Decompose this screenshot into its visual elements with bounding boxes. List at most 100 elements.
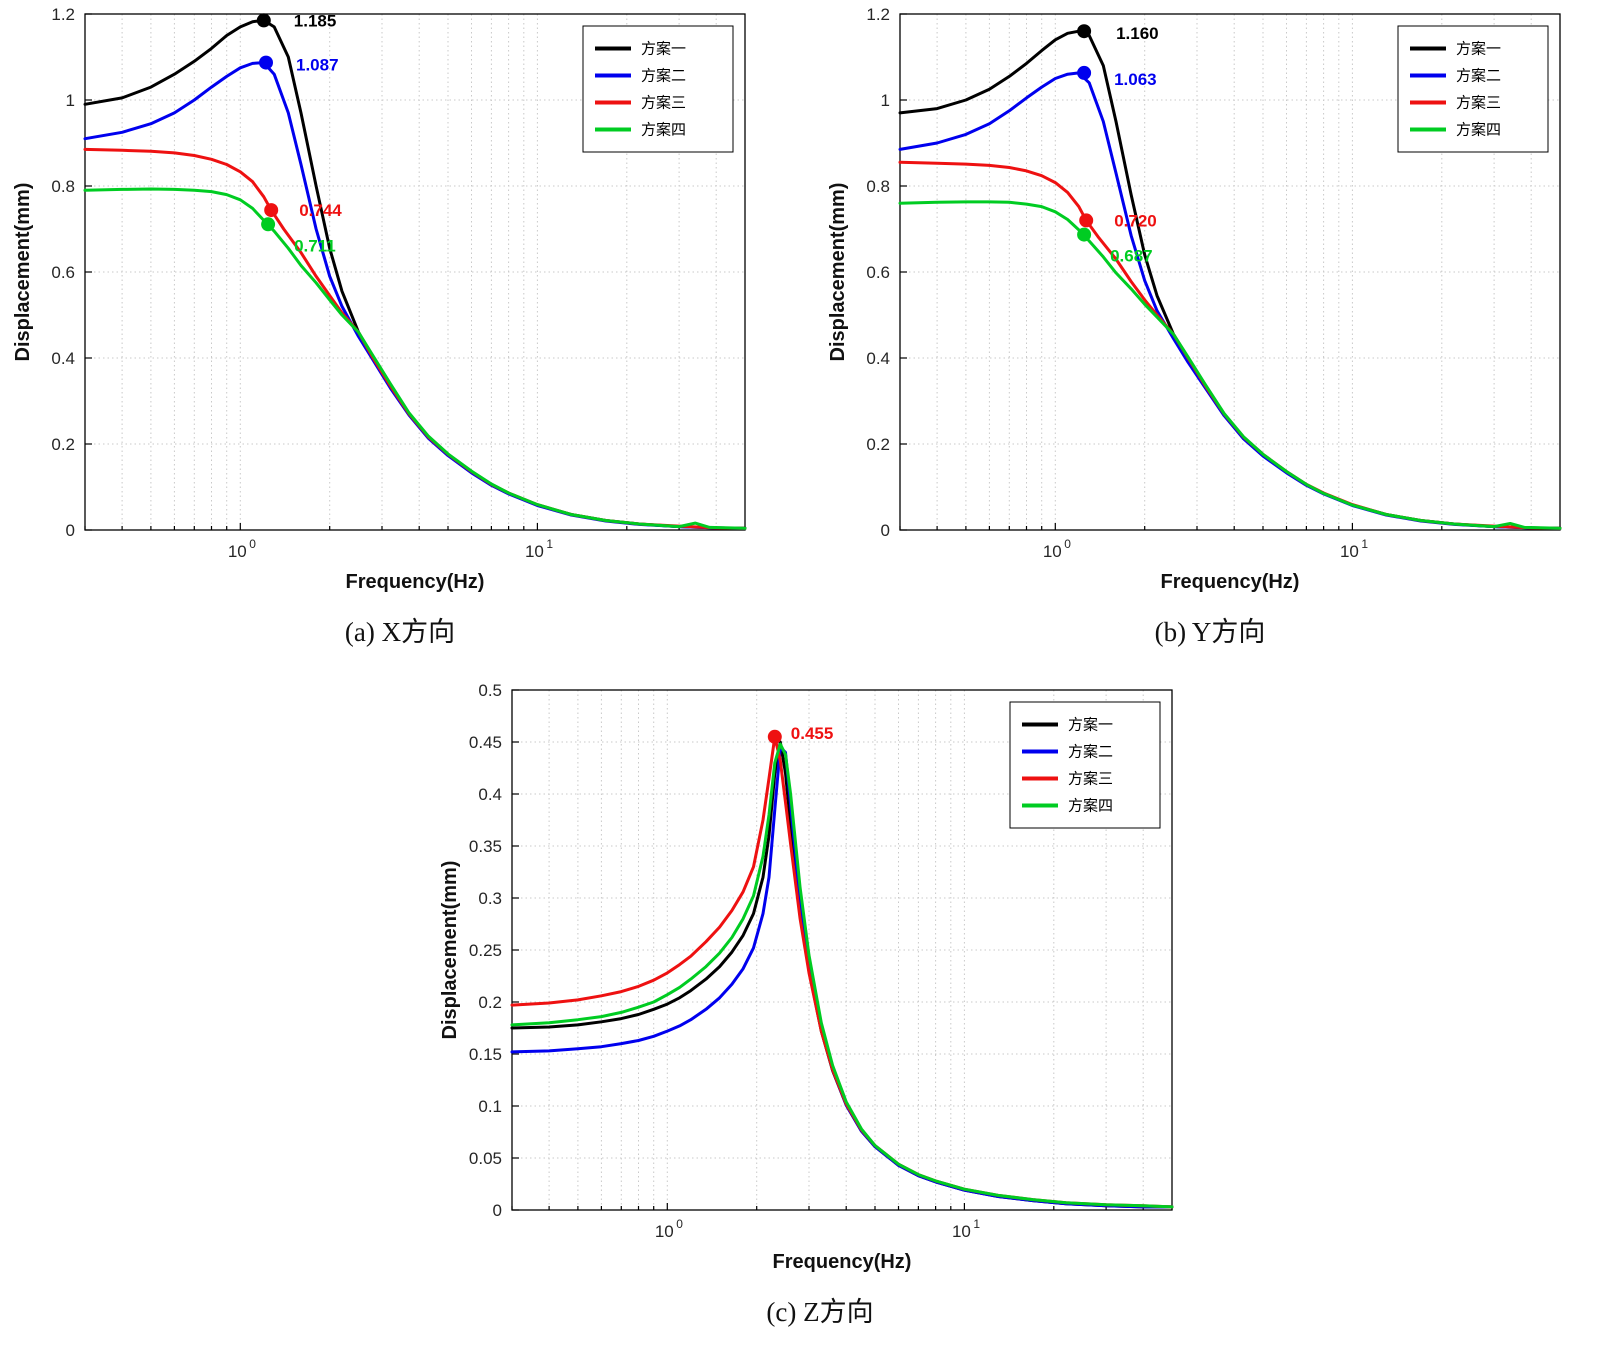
svg-text:10: 10 — [525, 542, 544, 561]
peak-marker-2 — [264, 203, 279, 218]
peak-marker-0 — [767, 729, 782, 744]
peak-marker-2 — [1079, 213, 1094, 228]
svg-text:0.45: 0.45 — [469, 733, 502, 752]
caption-z-direction: (c) Z方向 — [766, 1297, 874, 1327]
annotations: 0.455 — [767, 724, 834, 744]
series-line-3 — [83, 187, 747, 530]
chart-x-direction: 10 0 10 1 0 0.2 0.4 0.6 0.8 1 1.2 1.185 1.087 0.744 0.… — [10, 0, 790, 600]
y-axis-label: Displacement(mm) — [439, 861, 461, 1040]
series-lines — [83, 18, 747, 530]
svg-text:0.6: 0.6 — [866, 263, 890, 282]
peak-label-0: 0.455 — [791, 724, 834, 743]
svg-text:0.6: 0.6 — [51, 263, 75, 282]
peak-marker-3 — [261, 217, 276, 232]
axis-tick-labels: 10 0 10 100.050.10.150.20.250.30.350.40.450… — [469, 681, 980, 1241]
peak-label-3: 0.687 — [1110, 247, 1153, 266]
svg-text:1: 1 — [973, 1217, 980, 1231]
caption-y-direction: (b) Y方向 — [1154, 617, 1266, 647]
legend-label-0: 方案一 — [1456, 40, 1501, 58]
peak-label-1: 1.063 — [1114, 70, 1157, 89]
axis-ticks — [511, 689, 1173, 1211]
peak-marker-0 — [1077, 24, 1092, 39]
svg-text:0.1: 0.1 — [478, 1097, 502, 1116]
legend-label-1: 方案二 — [1456, 67, 1501, 85]
svg-text:1: 1 — [66, 91, 75, 110]
svg-text:0.3: 0.3 — [478, 889, 502, 908]
legend-label-3: 方案四 — [1456, 121, 1501, 139]
svg-text:10: 10 — [952, 1222, 971, 1241]
svg-text:0: 0 — [249, 537, 256, 551]
legend-label-2: 方案三 — [1068, 770, 1113, 788]
peak-marker-1 — [259, 55, 273, 70]
legend-label-3: 方案四 — [1068, 797, 1113, 815]
svg-text:1.2: 1.2 — [51, 5, 75, 24]
svg-text:0: 0 — [493, 1201, 502, 1220]
svg-text:0.05: 0.05 — [469, 1149, 502, 1168]
svg-text:0: 0 — [881, 521, 890, 540]
legend-label-3: 方案四 — [641, 121, 686, 139]
chart-z-direction: 10 0 10 1 0 0.05 0.1 0.15 0.2 0.25 0.3 0.35 0.4 0.45 0… — [430, 680, 1210, 1280]
peak-label-0: 1.160 — [1116, 24, 1159, 43]
svg-text:0.8: 0.8 — [51, 177, 75, 196]
peak-marker-0 — [256, 13, 271, 28]
figure-y-direction: 10 0 10 1 0 0.2 0.4 0.6 0.8 1 1.2 1.160 1.063 0.720 0.… — [820, 0, 1600, 649]
legend-label-1: 方案二 — [641, 67, 686, 85]
axis-tick-labels: 10 0 10 100.20.40.60.811.2 — [51, 5, 553, 561]
peak-label-1: 1.087 — [296, 56, 339, 75]
svg-text:10: 10 — [1043, 542, 1062, 561]
svg-text:0.35: 0.35 — [469, 837, 502, 856]
svg-text:1: 1 — [1361, 537, 1368, 551]
x-axis-label: Frequency(Hz) — [773, 1251, 912, 1273]
svg-text:10: 10 — [1340, 542, 1359, 561]
svg-text:10: 10 — [228, 542, 247, 561]
series-lines — [898, 29, 1562, 530]
svg-text:0.2: 0.2 — [478, 993, 502, 1012]
legend-label-0: 方案一 — [1068, 716, 1113, 734]
svg-text:0.5: 0.5 — [478, 681, 502, 700]
chart-svg: 10 0 10 100.20.40.60.811.2 1.1851.0870.7440.… — [10, 0, 790, 600]
legend-label-1: 方案二 — [1068, 743, 1113, 761]
svg-text:0.15: 0.15 — [469, 1045, 502, 1064]
svg-text:0: 0 — [1064, 537, 1071, 551]
x-axis-label: Frequency(Hz) — [1161, 571, 1300, 593]
chart-y-direction: 10 0 10 1 0 0.2 0.4 0.6 0.8 1 1.2 1.160 1.063 0.720 0.… — [820, 0, 1600, 600]
peak-label-0: 1.185 — [294, 11, 337, 30]
y-axis-label: Displacement(mm) — [12, 183, 34, 362]
svg-text:0.4: 0.4 — [866, 349, 890, 368]
svg-text:1: 1 — [546, 537, 553, 551]
svg-text:1: 1 — [881, 91, 890, 110]
annotations: 1.185 1.087 0.744 0.711 — [256, 11, 342, 255]
legend-label-2: 方案三 — [1456, 94, 1501, 112]
svg-text:10: 10 — [655, 1222, 674, 1241]
annotations: 1.160 1.063 0.720 0.687 — [1077, 24, 1159, 266]
series-lines — [510, 735, 1174, 1209]
svg-text:0.25: 0.25 — [469, 941, 502, 960]
svg-text:0: 0 — [66, 521, 75, 540]
svg-text:0.2: 0.2 — [51, 435, 75, 454]
svg-text:0.8: 0.8 — [866, 177, 890, 196]
peak-marker-1 — [1077, 65, 1092, 80]
y-axis-label: Displacement(mm) — [827, 183, 849, 362]
caption-x-direction: (a) X方向 — [344, 617, 456, 647]
figure-x-direction: 10 0 10 1 0 0.2 0.4 0.6 0.8 1 1.2 1.185 1.087 0.744 0.… — [10, 0, 790, 649]
peak-label-2: 0.720 — [1114, 211, 1157, 230]
legend-label-2: 方案三 — [641, 94, 686, 112]
series-line-3 — [898, 200, 1562, 530]
peak-label-2: 0.744 — [299, 201, 342, 220]
chart-svg: 10 0 10 100.20.40.60.811.21.1601.0630.7200.… — [820, 0, 1600, 600]
peak-label-3: 0.711 — [294, 236, 336, 255]
svg-text:0: 0 — [676, 1217, 683, 1231]
svg-text:0.2: 0.2 — [866, 435, 890, 454]
axis-tick-labels: 10 0 10 100.20.40.60.811.2 — [866, 5, 1368, 561]
svg-text:1.2: 1.2 — [866, 5, 890, 24]
chart-svg: 10 0 10 100.050.10.150.20.250.30.350.40.450… — [430, 680, 1210, 1280]
peak-marker-3 — [1077, 227, 1092, 242]
series-line-3 — [510, 742, 1174, 1209]
legend-label-0: 方案一 — [641, 40, 686, 58]
figure-z-direction: 10 0 10 1 0 0.05 0.1 0.15 0.2 0.25 0.3 0.35 0.4 0.45 0… — [430, 680, 1210, 1329]
x-axis-label: Frequency(Hz) — [346, 571, 485, 593]
svg-text:0.4: 0.4 — [51, 349, 75, 368]
